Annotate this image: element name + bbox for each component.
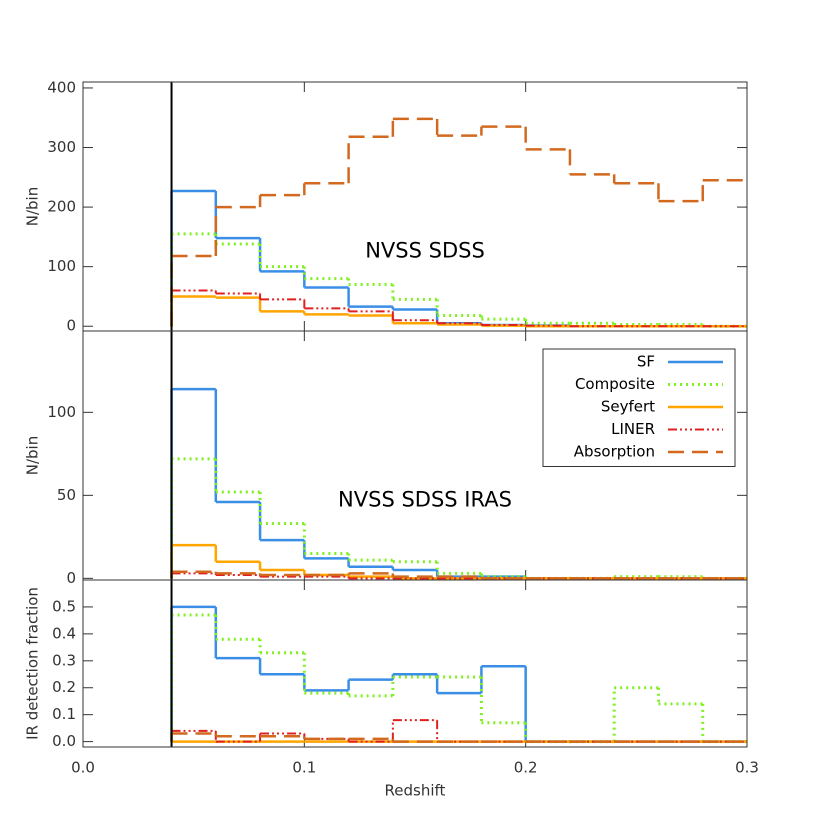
legend-box — [542, 348, 736, 467]
y-tick-label: 400 — [47, 78, 76, 96]
y-tick-label: 0 — [66, 569, 76, 587]
x-tick-label: 0.0 — [71, 759, 95, 777]
legend-label: Seyfert — [601, 398, 655, 416]
y-tick-label: 100 — [47, 403, 76, 421]
x-tick-label: 0.1 — [292, 759, 316, 777]
y-tick-label: 0 — [66, 317, 76, 335]
plot-frame — [82, 81, 748, 332]
series — [170, 232, 747, 328]
plot-frame — [82, 579, 748, 748]
legend-label: LINER — [611, 420, 655, 438]
y-axis-label: N/bin — [24, 436, 42, 475]
series — [170, 570, 747, 580]
series — [170, 613, 747, 744]
series — [170, 117, 747, 327]
y-tick-label: 0.1 — [52, 705, 76, 723]
x-tick-label: 0.3 — [735, 759, 759, 777]
series — [170, 457, 747, 580]
series — [170, 543, 747, 580]
y-tick-label: 0.3 — [52, 651, 76, 669]
x-tick-label: 0.2 — [514, 759, 538, 777]
y-tick-label: 0.0 — [52, 732, 76, 750]
series — [170, 719, 747, 743]
x-axis-label: Redshift — [385, 782, 446, 800]
series — [170, 605, 747, 743]
legend-label: SF — [637, 353, 655, 371]
series — [170, 295, 747, 328]
annotation: NVSS SDSS — [365, 238, 485, 262]
y-tick-label: 0.2 — [52, 678, 76, 696]
y-axis-label: N/bin — [24, 187, 42, 226]
annotation: NVSS SDSS IRAS — [338, 487, 512, 511]
y-tick-label: 0.4 — [52, 624, 76, 642]
series — [170, 289, 747, 328]
y-tick-label: 50 — [57, 486, 76, 504]
y-axis-label: IR detection fraction — [24, 587, 42, 740]
y-tick-label: 100 — [47, 257, 76, 275]
legend-label: Absorption — [574, 443, 655, 461]
y-tick-label: 0.5 — [52, 597, 76, 615]
y-tick-label: 300 — [47, 138, 76, 156]
legend-label: Composite — [575, 375, 655, 393]
y-tick-label: 200 — [47, 198, 76, 216]
